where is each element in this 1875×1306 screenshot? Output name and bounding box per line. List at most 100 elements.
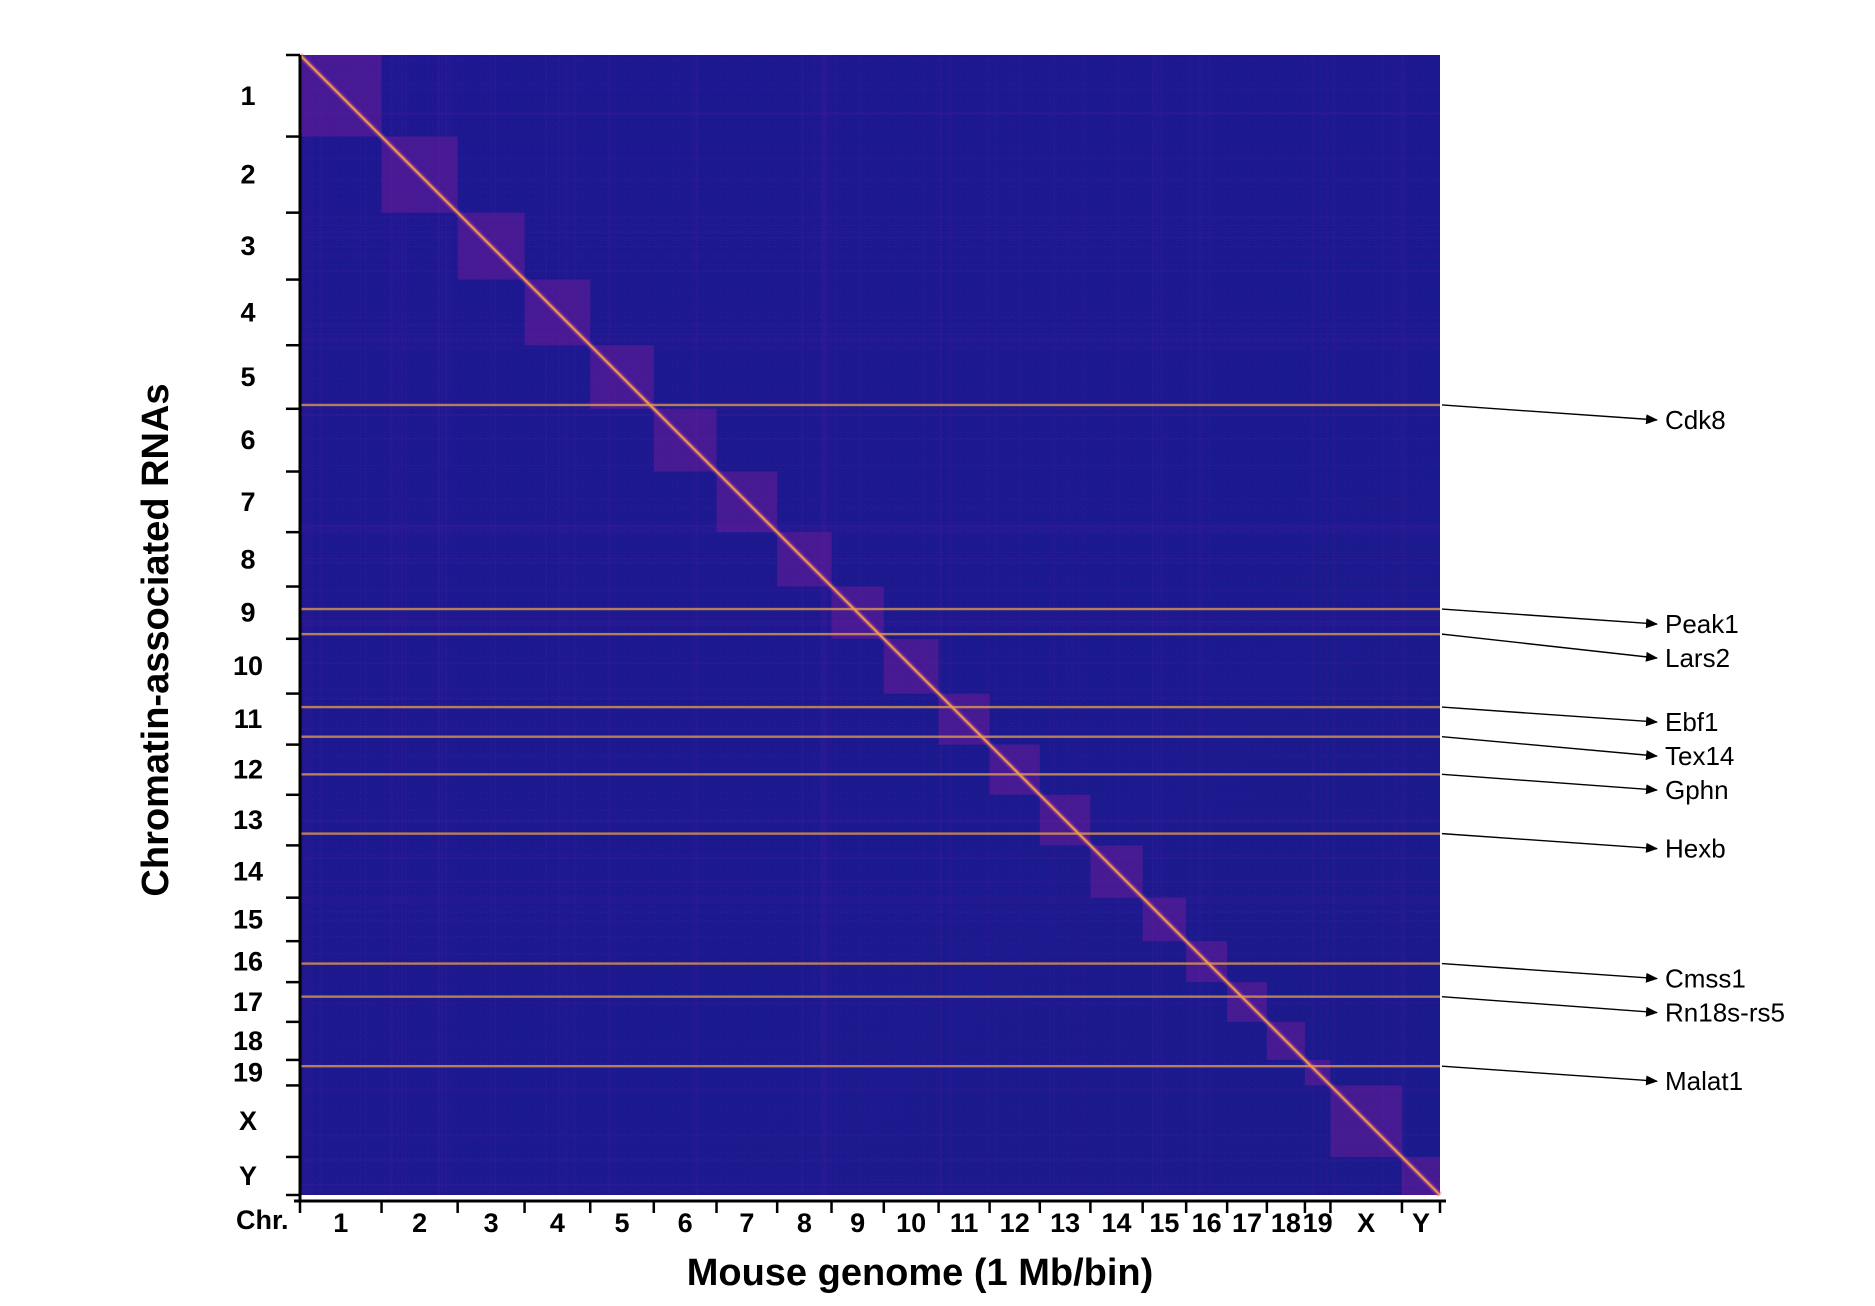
background-column-band [1065,55,1068,1195]
background-row-band [300,332,1440,334]
background-row-band [300,589,1440,592]
background-row-band [300,722,1440,724]
background-row-band [300,880,1440,883]
x-tick-label: Y [1412,1208,1430,1238]
background-column-band [390,55,394,1195]
background-row-band [300,656,1440,659]
background-row-band [300,1001,1440,1004]
background-row-band [300,697,1440,701]
background-row-band [300,59,1440,62]
x-tick-label: 9 [850,1208,865,1238]
background-column-band [801,55,803,1195]
rna-row-Tex14 [300,735,1440,738]
background-row-band [300,333,1440,336]
background-row-band [300,813,1440,817]
annotation-arrow-Malat1 [1441,1065,1658,1086]
background-column-band [490,55,492,1195]
background-row-band [300,334,1440,336]
y-tick-label: 9 [240,598,255,628]
background-column-band [1326,55,1328,1195]
y-tick-label: 10 [233,651,263,681]
background-row-band [300,224,1440,227]
background-row-band [300,506,1440,510]
background-column-band [358,55,361,1195]
annotation-arrow-Rn18s-rs5 [1441,995,1658,1017]
background-column-band [1332,55,1336,1195]
background-column-band [1052,55,1056,1195]
x-tick-label: 19 [1303,1208,1333,1238]
y-tick-label: 19 [233,1058,263,1088]
background-column-band [562,55,565,1195]
background-row-band [300,158,1440,161]
background-row-band [300,952,1440,956]
background-column-band [573,55,577,1195]
background-column-band [1166,55,1169,1195]
background-column-band [813,55,815,1195]
background-row-band [300,1045,1440,1048]
background-column-band [304,55,308,1195]
x-tick-label: 1 [333,1208,348,1238]
diagonal-signal [299,54,1441,1196]
background-column-band [1155,55,1159,1195]
background-column-band [437,55,440,1195]
background-column-band [493,55,497,1195]
rna-row-Hexb [300,832,1440,835]
heatmap [297,52,1443,1198]
background-row-band [300,337,1440,340]
background-column-band [1321,55,1324,1195]
background-column-band [307,55,310,1195]
rna-row-Gphn [300,773,1440,776]
background-row-band [300,611,1440,613]
x-tick-label: 13 [1050,1208,1080,1238]
x-tick-label: 14 [1102,1208,1132,1238]
background-row-band [300,821,1440,823]
background-column-band [827,55,829,1195]
background-row-band [300,620,1440,623]
y-tick-label: 12 [233,755,263,785]
x-tick-label: 6 [678,1208,693,1238]
background-column-band [1403,55,1407,1195]
background-column-band [428,55,431,1195]
background-column-band [938,55,941,1195]
background-row-band [300,1039,1440,1042]
background-column-band [940,55,942,1195]
y-tick-label: Y [239,1161,257,1191]
background-column-band [987,55,990,1195]
background-column-band [693,55,695,1195]
background-row-band [300,687,1440,690]
gene-label-Peak1: Peak1 [1665,609,1739,639]
y-tick-label: 2 [240,160,255,190]
background-column-band [1382,55,1384,1195]
y-tick-label: 18 [233,1026,263,1056]
background-row-band [300,1133,1440,1137]
background-row-band [300,315,1440,318]
background-row-band [300,309,1440,312]
rna-row-Ebf1 [300,705,1440,709]
annotation-arrow-Ebf1 [1441,706,1658,727]
annotation-arrow-Cmss1 [1441,962,1658,983]
background-row-band [300,525,1440,527]
background-row-band [300,902,1440,905]
background-column-band [1117,55,1120,1195]
y-tick-label: 7 [240,487,255,517]
background-row-band [300,1178,1440,1181]
y-tick-label: 11 [234,704,263,734]
background-column-band [405,55,408,1195]
background-row-band [300,662,1440,665]
rna-row-Cmss1 [300,962,1440,965]
background-column-band [813,55,816,1195]
annotation-arrow-Cdk8 [1441,404,1658,425]
background-column-band [396,55,399,1195]
background-row-band [300,897,1440,899]
background-column-band [1159,55,1163,1195]
background-row-band [300,413,1440,417]
x-axis-prefix: Chr. [236,1205,289,1235]
background-column-band [309,55,313,1195]
background-column-band [1082,55,1085,1195]
background-row-band [300,528,1440,531]
background-row-band [300,324,1440,328]
background-row-band [300,885,1440,887]
background-column-band [949,55,953,1195]
background-column-band [545,55,548,1195]
